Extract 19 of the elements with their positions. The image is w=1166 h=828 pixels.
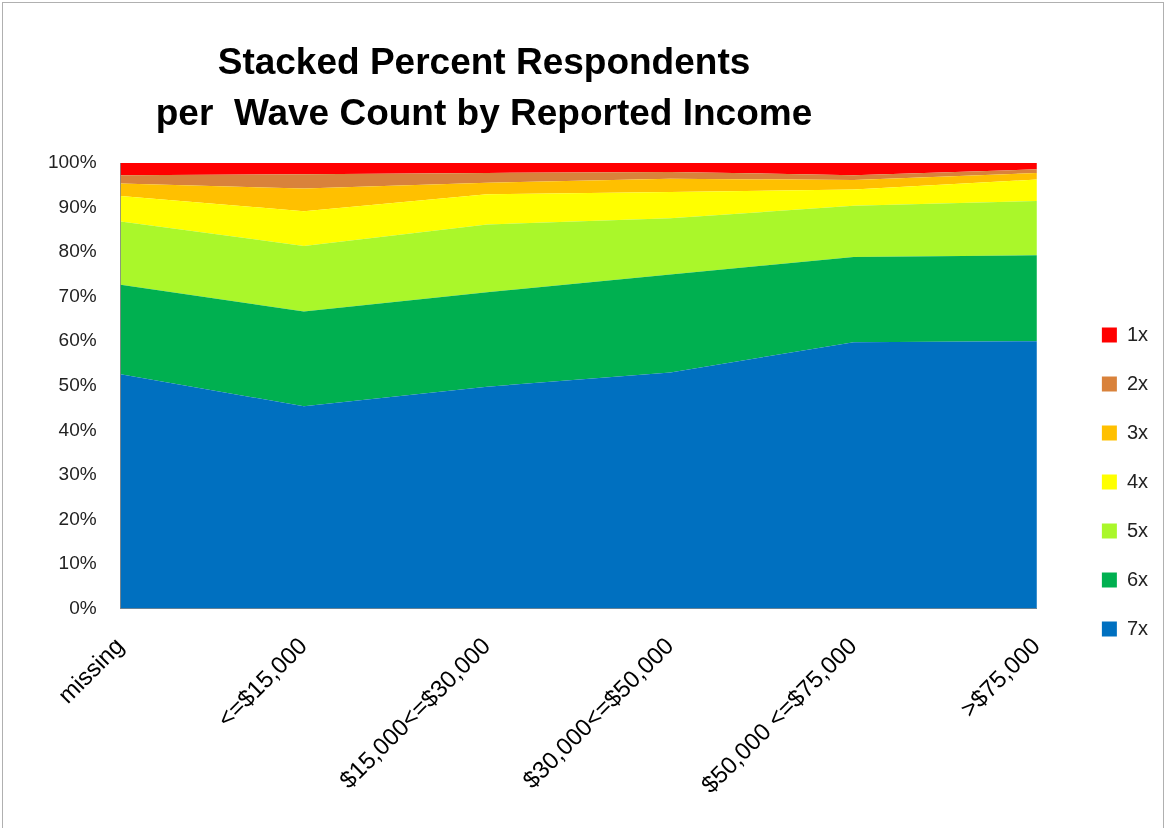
y-tick-label: 10% [58, 552, 97, 574]
y-tick-label: 0% [69, 596, 97, 618]
legend-label: 6x [1126, 567, 1148, 590]
legend-label: 5x [1126, 518, 1148, 541]
legend-label: 4x [1126, 469, 1148, 492]
legend-label: 1x [1126, 322, 1148, 345]
y-tick-label: 50% [58, 374, 97, 395]
y-tick-label: 30% [58, 463, 97, 485]
legend-label: 7x [1126, 616, 1148, 639]
legend-label: 2x [1126, 371, 1148, 394]
y-tick-label: 70% [58, 284, 97, 306]
y-tick-label: 40% [58, 418, 97, 440]
legend-label: 3x [1126, 420, 1148, 443]
y-tick-label: 60% [58, 329, 97, 351]
chart-title: Stacked Percent Respondents per Wave Count by Reported Income [155, 40, 813, 133]
y-tick-label: 90% [58, 195, 97, 217]
y-tick-label: 80% [58, 240, 97, 262]
y-tick-label: 20% [58, 507, 97, 529]
y-tick-label: 100% [47, 151, 97, 173]
